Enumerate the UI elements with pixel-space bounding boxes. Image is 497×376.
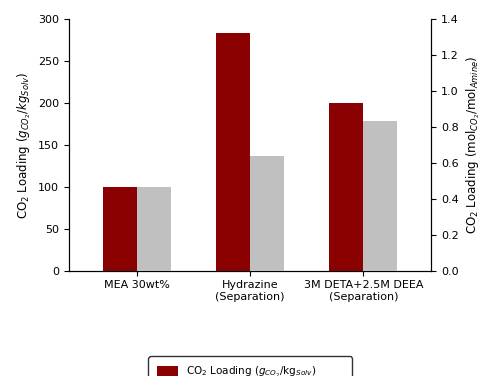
Bar bbox=[103, 187, 137, 271]
Bar bbox=[363, 121, 398, 271]
Legend: CO$_2$ Loading ($g_{CO_2}$/kg$_{Solv}$), CO$_2$ Loading (mol$_{CO_2}$/mol$_{Amin: CO$_2$ Loading ($g_{CO_2}$/kg$_{Solv}$),… bbox=[149, 356, 352, 376]
Y-axis label: CO$_2$ Loading ($g_{CO_2}$/$kg_{Solv}$): CO$_2$ Loading ($g_{CO_2}$/$kg_{Solv}$) bbox=[15, 71, 33, 218]
Bar bbox=[216, 33, 250, 271]
Bar bbox=[330, 103, 363, 271]
Y-axis label: CO$_2$ Loading (mol$_{CO_2}$/mol$_{Amine}$): CO$_2$ Loading (mol$_{CO_2}$/mol$_{Amine… bbox=[464, 56, 482, 234]
Bar bbox=[250, 156, 284, 271]
Bar bbox=[137, 187, 171, 271]
